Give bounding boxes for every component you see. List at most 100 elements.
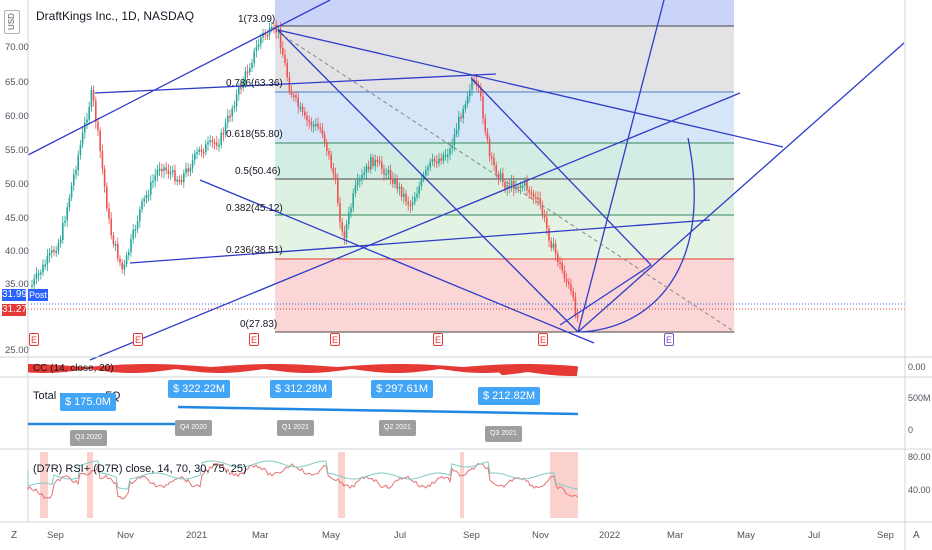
revenue-value-bubble[interactable]: $ 212.82M <box>478 387 540 405</box>
candle-body <box>134 229 137 232</box>
candle-body <box>356 180 359 186</box>
price-axis-label: 65.00 <box>5 77 29 88</box>
candle-body <box>132 229 134 239</box>
candle-body <box>530 192 533 195</box>
rsi-zone-highlight <box>460 452 464 518</box>
candle-body <box>367 166 370 170</box>
candle-body <box>154 175 156 181</box>
candle-body <box>365 166 368 173</box>
time-axis-label: Nov <box>117 530 134 541</box>
candle-body <box>323 134 326 143</box>
auto-scale-toggle[interactable]: A <box>913 530 920 541</box>
time-axis-label: Sep <box>877 530 894 541</box>
candle-body <box>99 130 101 152</box>
candle-body <box>249 68 251 73</box>
earnings-marker[interactable]: E <box>538 333 548 346</box>
candle-body <box>552 243 555 248</box>
time-axis-label: Mar <box>252 530 269 541</box>
revenue-value-bubble[interactable]: $ 297.61M <box>371 380 433 398</box>
candle-body <box>299 106 302 109</box>
candle-body <box>442 154 445 161</box>
candle-body <box>125 255 128 265</box>
rsi-line <box>27 462 579 500</box>
candle-body <box>180 179 183 183</box>
candle-body <box>90 89 93 108</box>
candle-body <box>451 145 453 149</box>
candle-body <box>143 198 145 202</box>
fib-level-label: 0.786(63.36) <box>226 78 283 89</box>
candle-body <box>499 173 502 179</box>
candle-body <box>139 209 141 221</box>
candle-body <box>73 174 75 186</box>
candle-body <box>418 186 420 194</box>
candle-body <box>165 167 167 171</box>
price-axis-label: 35.00 <box>5 279 29 290</box>
candle-body <box>469 90 471 97</box>
candle-body <box>502 173 504 183</box>
candle-body <box>37 273 40 276</box>
fib-level-label: 0(27.83) <box>240 319 278 330</box>
cc-indicator-area <box>28 364 578 376</box>
rsi-axis-label: 40.00 <box>908 485 931 495</box>
candle-body <box>266 34 269 37</box>
candle-body <box>491 156 493 159</box>
candle-body <box>293 95 295 98</box>
candle-body <box>220 132 222 145</box>
candle-body <box>284 54 286 64</box>
candle-body <box>161 168 163 172</box>
time-axis-label: Sep <box>463 530 480 541</box>
revenue-value-bubble[interactable]: $ 312.28M <box>270 380 332 398</box>
candle-body <box>565 278 568 282</box>
candle-body <box>128 252 130 256</box>
rsi-indicator-label[interactable]: (D7R) RSI+ (D7R) close, 14, 70, 30, 75, … <box>33 463 247 475</box>
candle-body <box>334 173 337 180</box>
candle-body <box>191 160 194 168</box>
candle-body <box>110 218 112 236</box>
candle-body <box>372 157 374 166</box>
candle-body <box>510 180 513 188</box>
candle-body <box>77 155 79 170</box>
revenue-value-bubble[interactable]: $ 175.0M <box>60 393 116 411</box>
earnings-marker[interactable]: E <box>433 333 443 346</box>
candle-body <box>363 172 365 176</box>
candle-body <box>550 240 552 248</box>
candle-body <box>183 173 185 183</box>
candle-body <box>482 96 484 119</box>
candle-body <box>513 180 515 190</box>
candle-body <box>240 87 242 90</box>
candle-body <box>528 189 530 193</box>
revenue-axis-label: 500M <box>908 393 931 403</box>
timezone-toggle[interactable]: Z <box>11 530 18 541</box>
earnings-marker[interactable]: E <box>330 333 340 346</box>
candle-body <box>539 198 541 205</box>
candle-body <box>455 130 458 135</box>
earnings-marker[interactable]: E <box>29 333 39 346</box>
candle-body <box>378 160 381 163</box>
earnings-marker-upcoming[interactable]: E <box>664 333 674 346</box>
candle-body <box>103 168 106 187</box>
candle-body <box>572 291 574 298</box>
candle-body <box>326 142 328 152</box>
candle-body <box>119 258 121 263</box>
candle-body <box>561 262 563 271</box>
revenue-value-bubble[interactable]: $ 322.22M <box>168 380 230 398</box>
candle-body <box>354 185 357 194</box>
earnings-marker[interactable]: E <box>133 333 143 346</box>
candle-body <box>537 197 539 200</box>
candle-body <box>411 202 414 205</box>
candle-body <box>517 186 519 189</box>
candle-body <box>350 207 352 213</box>
revenue-quarter-label: Q3 2020 <box>70 430 107 446</box>
candle-body <box>167 170 170 174</box>
earnings-marker[interactable]: E <box>249 333 259 346</box>
rsi-highlights <box>40 452 578 518</box>
candle-body <box>389 169 392 179</box>
candle-body <box>123 264 126 270</box>
candle-body <box>310 122 313 126</box>
candle-body <box>79 144 82 156</box>
candle-body <box>526 181 528 190</box>
candle-body <box>352 193 354 208</box>
candle-body <box>438 158 440 164</box>
cc-indicator-label[interactable]: CC (14, close, 20) <box>33 363 114 374</box>
